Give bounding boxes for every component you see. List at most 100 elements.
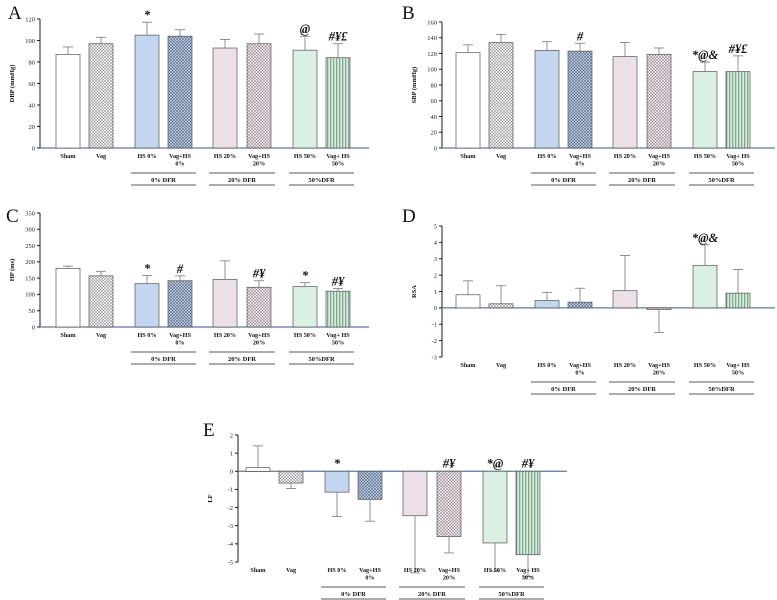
y-axis-title: HP (ms): [9, 259, 16, 282]
y-tick-label: 80: [431, 82, 438, 89]
x-tick-label: HS 50%: [694, 153, 716, 160]
x-tick-label: Vag: [286, 567, 297, 574]
y-tick-label: 80: [29, 59, 36, 66]
y-tick-label: -2: [432, 338, 437, 345]
y-axis-title: DBP (mmHg): [9, 65, 16, 103]
y-tick-label: 1: [230, 450, 233, 457]
bar: [646, 53, 672, 149]
y-axis-title: SBP (mmHg): [411, 67, 418, 104]
bar: [534, 49, 560, 149]
y-tick-label: 120: [427, 51, 437, 58]
bar: [725, 71, 751, 149]
bar: [692, 71, 718, 149]
bar: [88, 275, 114, 328]
bar: [324, 470, 350, 493]
bar: [488, 303, 514, 309]
y-tick-label: 40: [29, 102, 36, 109]
x-tick-label: Vag+HS 20%: [648, 362, 670, 377]
bar: [612, 290, 638, 309]
x-tick-label: Vag: [496, 362, 507, 369]
x-tick-label: HS 20%: [614, 153, 636, 160]
y-tick-label: 350: [25, 210, 35, 217]
group-label: 20% DFR: [628, 386, 656, 393]
x-tick-label: Sham: [250, 567, 266, 574]
x-tick-label: Vag+HS 0%: [569, 362, 591, 377]
y-tick-label: 0: [434, 145, 437, 152]
bar: [455, 52, 481, 149]
y-tick-label: -3: [432, 354, 437, 361]
y-tick-label: 5: [434, 223, 437, 230]
x-tick-label: Vag+ HS 50%: [726, 362, 750, 377]
panel-letter: E: [203, 420, 215, 441]
x-tick-label: HS 20%: [404, 567, 426, 574]
y-tick-label: 250: [25, 243, 35, 250]
bar: [292, 286, 318, 328]
group-label: 0% DFR: [341, 591, 366, 598]
y-tick-label: 20: [29, 124, 36, 131]
bar: [55, 268, 81, 328]
y-tick-label: 300: [25, 227, 35, 234]
panel-b: B SBP (mmHg) 0 20 40 60 80 100 120 140 160 Sham Vag H…: [402, 3, 775, 186]
x-tick-label: Vag+HS 0%: [359, 567, 381, 582]
bar: [245, 467, 271, 472]
panel-a: A DBP (mmHg) 0 20 40 60 80 100 120 Sham Vag * HS 0% V…: [8, 3, 369, 186]
significance-label: *@&: [692, 231, 719, 245]
x-tick-label: HS 50%: [294, 332, 316, 339]
y-tick-label: 60: [431, 98, 438, 105]
bar: [246, 43, 272, 149]
x-tick-label: Sham: [460, 153, 476, 160]
x-tick-label: Vag: [96, 153, 107, 160]
significance-label: *: [302, 269, 309, 283]
significance-label: *@: [487, 456, 504, 470]
significance-label: #¥£: [728, 42, 749, 56]
y-tick-label: 2: [230, 432, 233, 439]
bar: [646, 307, 672, 310]
y-tick-label: -5: [228, 559, 233, 566]
y-tick-label: -1: [228, 487, 233, 494]
bar: [567, 50, 593, 149]
group-label: 20% DFR: [418, 591, 446, 598]
bar: [167, 280, 193, 328]
significance-label: #¥: [521, 456, 536, 470]
panel-letter: D: [402, 206, 416, 227]
bar: [436, 470, 462, 537]
bar: [55, 54, 81, 149]
bar: [167, 35, 193, 149]
x-tick-label: Vag+ HS 50%: [726, 153, 750, 168]
y-tick-label: 4: [434, 240, 438, 247]
x-tick-label: Vag+ HS 50%: [326, 332, 350, 347]
x-tick-label: Vag: [496, 153, 507, 160]
y-tick-label: -3: [228, 523, 233, 530]
x-tick-label: Vag+HS 20%: [438, 567, 460, 582]
significance-label: #¥: [442, 456, 457, 470]
x-tick-label: Vag+HS 0%: [569, 153, 591, 168]
bar: [455, 294, 481, 309]
group-label: 50%DFR: [708, 177, 735, 184]
x-tick-label: Vag: [96, 332, 107, 339]
significance-label: #: [576, 29, 584, 43]
x-tick-label: Sham: [60, 332, 76, 339]
significance-label: #¥£: [328, 30, 349, 44]
group-label: 50%DFR: [308, 177, 335, 184]
x-tick-label: HS 0%: [137, 332, 156, 339]
bar: [292, 49, 318, 149]
y-tick-label: 140: [427, 35, 437, 42]
x-tick-label: Vag+ HS 50%: [516, 567, 540, 582]
x-tick-label: HS 0%: [537, 362, 556, 369]
y-tick-label: 160: [427, 19, 437, 26]
bar: [134, 34, 160, 149]
group-label: 20% DFR: [228, 356, 256, 363]
bar: [278, 470, 304, 484]
x-tick-label: HS 20%: [214, 153, 236, 160]
y-tick-label: 1: [434, 289, 437, 296]
x-tick-label: HS 50%: [694, 362, 716, 369]
y-tick-label: 0: [32, 145, 35, 152]
bar: [488, 42, 514, 149]
bar: [325, 290, 351, 328]
group-label: 50%DFR: [708, 386, 735, 393]
group-label: 0% DFR: [551, 177, 576, 184]
bar: [534, 300, 560, 309]
bar: [325, 57, 351, 149]
bar: [515, 470, 541, 556]
